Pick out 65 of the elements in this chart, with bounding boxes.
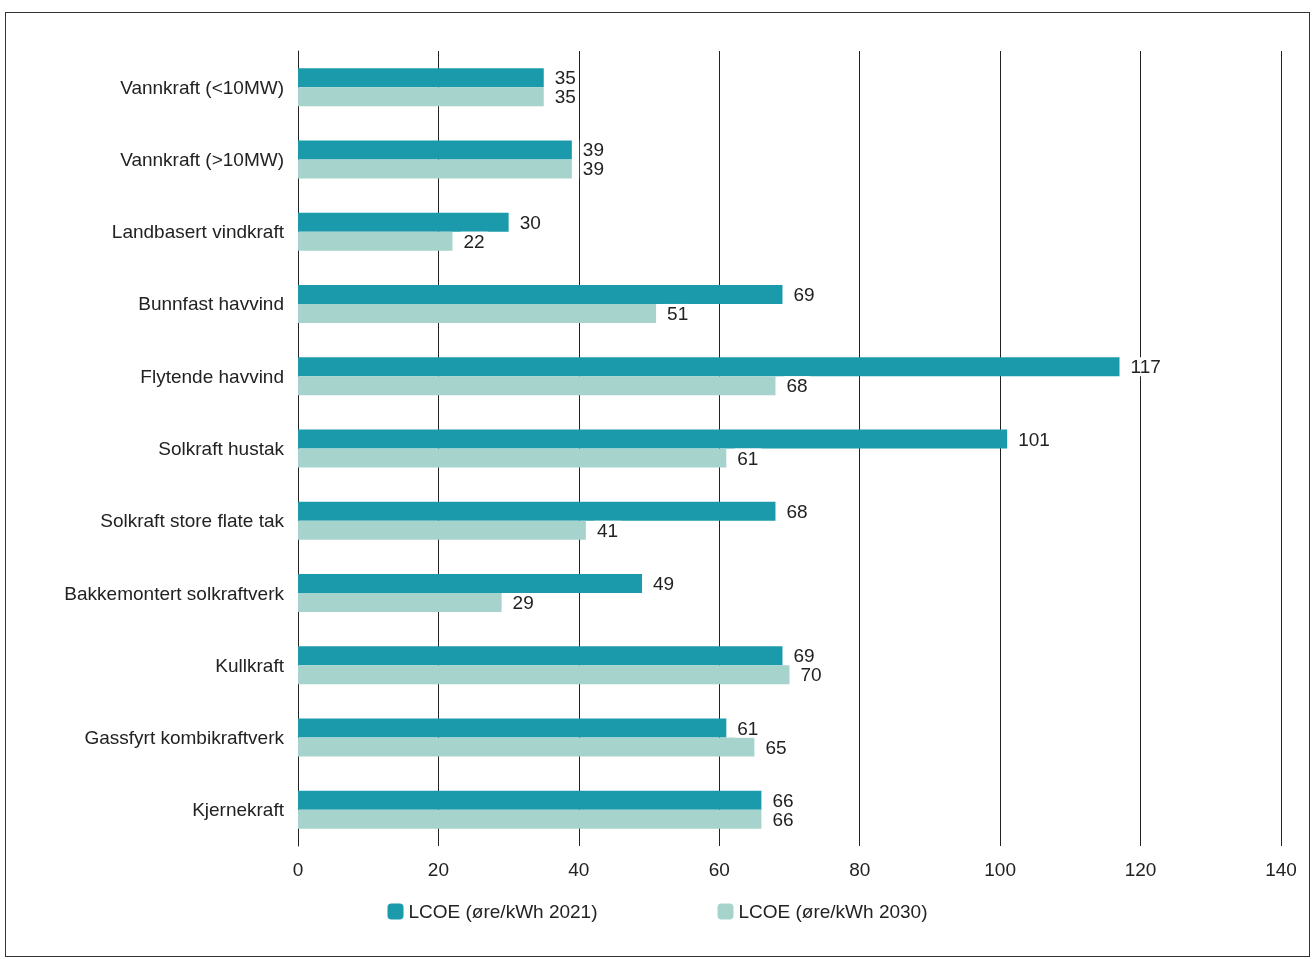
legend-label: LCOE (øre/kWh 2030): [738, 901, 928, 922]
data-label: 51: [667, 302, 689, 324]
data-label: 68: [786, 375, 808, 397]
bar: [298, 159, 572, 179]
data-label: 69: [793, 645, 815, 667]
bar: [298, 231, 453, 251]
data-label: 49: [653, 573, 675, 595]
bar: [298, 593, 502, 613]
bar: [298, 809, 762, 829]
x-tick-label: 0: [292, 859, 304, 880]
y-tick-label: Flytende havvind: [140, 365, 284, 387]
data-label: 66: [772, 789, 794, 811]
data-label: 30: [519, 211, 541, 233]
bar: [298, 212, 509, 232]
data-label: 22: [463, 230, 485, 252]
x-tick-label: 100: [984, 859, 1016, 880]
bar: [298, 87, 544, 107]
data-label: 65: [765, 736, 787, 758]
data-label: 101: [1018, 428, 1050, 450]
x-tick-label: 60: [708, 859, 730, 880]
bar: [298, 448, 727, 468]
data-label: 35: [554, 86, 576, 108]
data-label: 39: [582, 139, 604, 161]
x-tick-label: 140: [1265, 859, 1297, 880]
y-tick-label: Landbasert vindkraft: [111, 221, 285, 243]
y-tick-label: Kjernekraft: [192, 799, 285, 821]
y-tick-label: Solkraft store flate tak: [100, 510, 285, 532]
bar: [298, 520, 586, 540]
bar: [298, 574, 643, 594]
x-tick-label: 40: [568, 859, 590, 880]
x-tick-label: 20: [427, 859, 449, 880]
y-tick-label: Bunnfast havvind: [138, 293, 284, 315]
bar: [298, 718, 727, 738]
y-tick-label: Vannkraft (>10MW): [120, 148, 284, 170]
data-label: 117: [1130, 356, 1161, 378]
data-label: 61: [737, 447, 759, 469]
bar: [298, 737, 755, 757]
data-label: 35: [554, 67, 576, 89]
legend-label: LCOE (øre/kWh 2021): [408, 901, 598, 922]
bar: [298, 790, 762, 810]
y-tick-label: Vannkraft (<10MW): [120, 76, 284, 98]
data-label: 61: [737, 717, 759, 739]
data-label: 29: [512, 592, 534, 614]
bar: [298, 376, 776, 396]
bar: [298, 429, 1008, 449]
data-label: 68: [786, 500, 808, 522]
data-label: 41: [596, 519, 619, 541]
bar: [298, 665, 790, 685]
bar: [298, 140, 572, 160]
x-tick-label: 120: [1124, 859, 1157, 880]
bar: [298, 646, 783, 666]
data-label: 66: [772, 808, 794, 830]
bar: [298, 501, 776, 521]
data-label: 69: [793, 283, 815, 305]
bar: [298, 68, 544, 88]
data-label: 39: [582, 158, 604, 180]
y-tick-label: Gassfyrt kombikraftverk: [84, 727, 285, 749]
y-tick-label: Solkraft hustak: [158, 438, 285, 459]
bar: [298, 357, 1120, 377]
y-tick-label: Kullkraft: [215, 654, 285, 676]
bar: [298, 303, 657, 323]
data-label: 70: [800, 664, 822, 686]
y-tick-label: Bakkemontert solkraftverk: [64, 582, 285, 604]
x-tick-label: 80: [849, 859, 871, 880]
bar: [298, 284, 783, 304]
